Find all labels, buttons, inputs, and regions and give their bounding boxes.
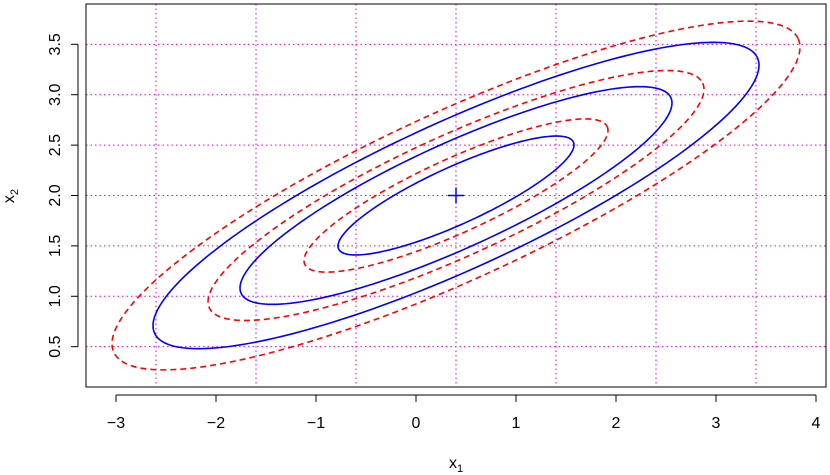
x-tick-label: 0 xyxy=(412,415,421,432)
y-axis-label-main: x xyxy=(1,195,18,203)
x-tick-label: 2 xyxy=(612,415,621,432)
solid-contour xyxy=(337,135,575,256)
y-axis: 0.5 1.0 1.5 2.0 2.5 3.0 3.5 xyxy=(47,33,79,358)
x-tick-label: −3 xyxy=(107,415,125,432)
x-tick-label: −2 xyxy=(207,415,225,432)
solid-contour xyxy=(239,85,673,306)
center-marker xyxy=(448,187,464,204)
solid-contour xyxy=(152,41,760,350)
y-tick-label: 2.5 xyxy=(47,134,64,156)
x-tick-label: −1 xyxy=(307,415,325,432)
y-tick-label: 1.0 xyxy=(47,285,64,307)
y-tick-label: 1.5 xyxy=(47,235,64,257)
x-axis-label-main: x xyxy=(449,455,457,472)
dashed-contour xyxy=(303,118,609,273)
y-axis-label: x2 xyxy=(1,189,21,203)
plot-frame xyxy=(85,3,827,388)
y-tick-label: 2.0 xyxy=(47,184,64,206)
dashed-contour xyxy=(207,69,705,322)
x-axis-label-sub: 1 xyxy=(457,463,463,475)
x-tick-label: 4 xyxy=(812,415,821,432)
y-tick-label: 3.0 xyxy=(47,83,64,105)
x-tick-label: 3 xyxy=(712,415,721,432)
y-tick-label: 3.5 xyxy=(47,33,64,55)
y-tick-label: 0.5 xyxy=(47,335,64,357)
x-axis: −3 −2 −1 0 1 2 3 4 xyxy=(107,394,821,432)
dashed-contour xyxy=(111,20,801,371)
y-axis-label-sub: 2 xyxy=(9,189,21,195)
x-tick-label: 1 xyxy=(512,415,521,432)
x-axis-label: x1 xyxy=(449,455,463,475)
contour-ellipses xyxy=(111,20,801,371)
